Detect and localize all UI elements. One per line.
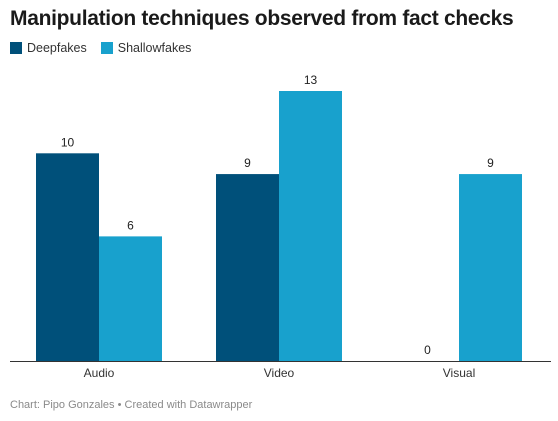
data-label-shallowfakes-video: 13: [304, 73, 318, 87]
bar-shallowfakes-video: [279, 91, 342, 361]
data-label-shallowfakes-visual: 9: [487, 156, 494, 170]
bar-deepfakes-audio: [36, 153, 99, 361]
bar-deepfakes-video: [216, 174, 279, 361]
data-label-deepfakes-video: 9: [244, 156, 251, 170]
data-label-shallowfakes-audio: 6: [127, 218, 134, 232]
legend-label-deepfakes: Deepfakes: [27, 41, 87, 55]
chart-footer: Chart: Pipo Gonzales • Created with Data…: [10, 399, 253, 411]
x-tick-visual: Visual: [443, 366, 475, 380]
x-tick-video: Video: [264, 366, 295, 380]
data-label-deepfakes-visual: 0: [424, 343, 431, 357]
bar-shallowfakes-audio: [99, 236, 162, 361]
legend-item-deepfakes: Deepfakes: [10, 41, 87, 55]
legend-item-shallowfakes: Shallowfakes: [100, 41, 192, 55]
chart-title: Manipulation techniques observed from fa…: [10, 7, 514, 30]
bar-shallowfakes-visual: [459, 174, 522, 361]
legend-swatch-deepfakes: [10, 42, 22, 54]
legend-label-shallowfakes: Shallowfakes: [117, 41, 192, 55]
legend-swatch-shallowfakes: [100, 42, 113, 54]
legend: Deepfakes Shallowfakes: [10, 41, 205, 55]
x-tick-audio: Audio: [84, 366, 115, 380]
data-label-deepfakes-audio: 10: [61, 135, 75, 149]
